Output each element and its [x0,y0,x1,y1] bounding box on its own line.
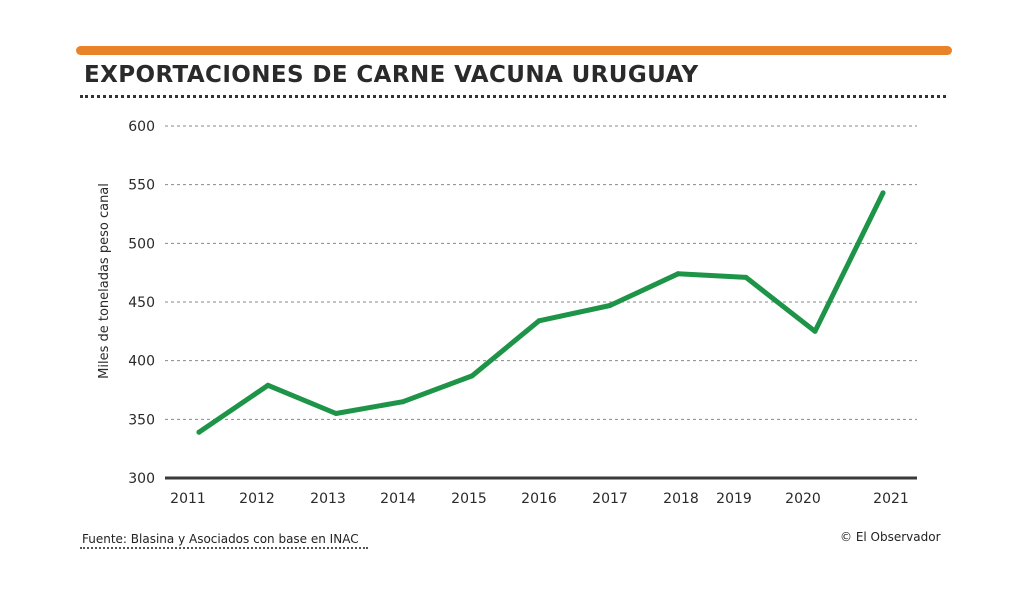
data-point-2021 [880,190,886,196]
data-point-2011 [196,429,202,435]
y-axis-label: Miles de toneladas peso canal [97,183,112,379]
x-tick-label-2018: 2018 [663,491,699,507]
x-tick-label-2021: 2021 [873,491,909,507]
x-tick-label-2013: 2013 [310,491,346,507]
data-point-2014 [400,399,406,405]
y-tick-label-500: 500 [128,236,155,252]
x-tick-label-2016: 2016 [521,491,557,507]
source-divider [80,547,368,549]
title-divider [80,95,946,98]
x-tick-label-2015: 2015 [451,491,487,507]
x-tick-label-2012: 2012 [239,491,275,507]
x-tick-label-2011: 2011 [170,491,206,507]
data-point-2012 [265,382,271,388]
data-point-2018 [675,271,681,277]
data-point-2013 [333,411,339,416]
y-tick-label-450: 450 [128,295,155,311]
y-tick-label-300: 300 [128,471,155,487]
x-tick-label-2014: 2014 [380,491,416,507]
y-tick-label-600: 600 [128,119,155,135]
x-tick-label-2020: 2020 [785,491,821,507]
data-point-2016 [536,318,542,324]
y-tick-label-350: 350 [128,412,155,428]
data-point-2017 [607,303,613,308]
publisher-credit: © El Observador [840,530,941,544]
data-point-2020 [812,328,818,334]
series-line-0 [196,190,886,435]
y-tick-label-400: 400 [128,354,155,370]
y-tick-label-550: 550 [128,178,155,194]
header-accent-bar [76,46,952,55]
x-tick-label-2017: 2017 [592,491,628,507]
data-point-2019 [743,274,749,280]
data-point-2015 [469,373,475,379]
x-tick-label-2019: 2019 [716,491,752,507]
chart-title: EXPORTACIONES DE CARNE VACUNA URUGUAY [84,62,699,88]
source-note: Fuente: Blasina y Asociados con base en … [82,532,359,546]
